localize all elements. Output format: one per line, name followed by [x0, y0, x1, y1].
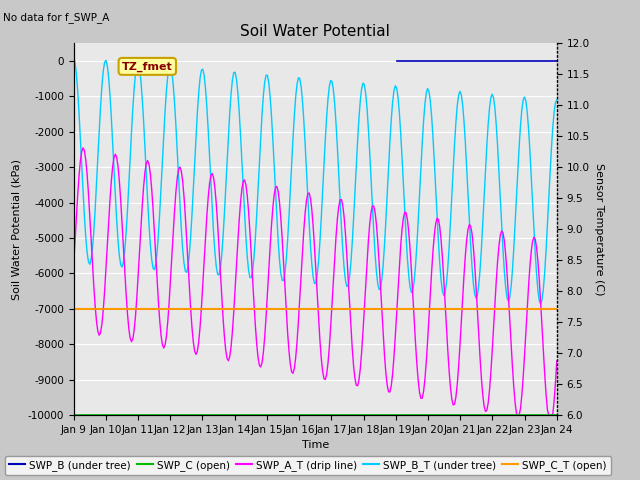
X-axis label: Time: Time — [301, 441, 329, 450]
Text: TZ_fmet: TZ_fmet — [122, 61, 173, 72]
Y-axis label: Soil Water Potential (kPa): Soil Water Potential (kPa) — [12, 159, 22, 300]
Y-axis label: Sensor Temperature (C): Sensor Temperature (C) — [594, 163, 604, 296]
Title: Soil Water Potential: Soil Water Potential — [240, 24, 390, 39]
Text: No data for f_SWP_A: No data for f_SWP_A — [3, 12, 109, 23]
Legend: SWP_B (under tree), SWP_C (open), SWP_A_T (drip line), SWP_B_T (under tree), SWP: SWP_B (under tree), SWP_C (open), SWP_A_… — [5, 456, 611, 475]
